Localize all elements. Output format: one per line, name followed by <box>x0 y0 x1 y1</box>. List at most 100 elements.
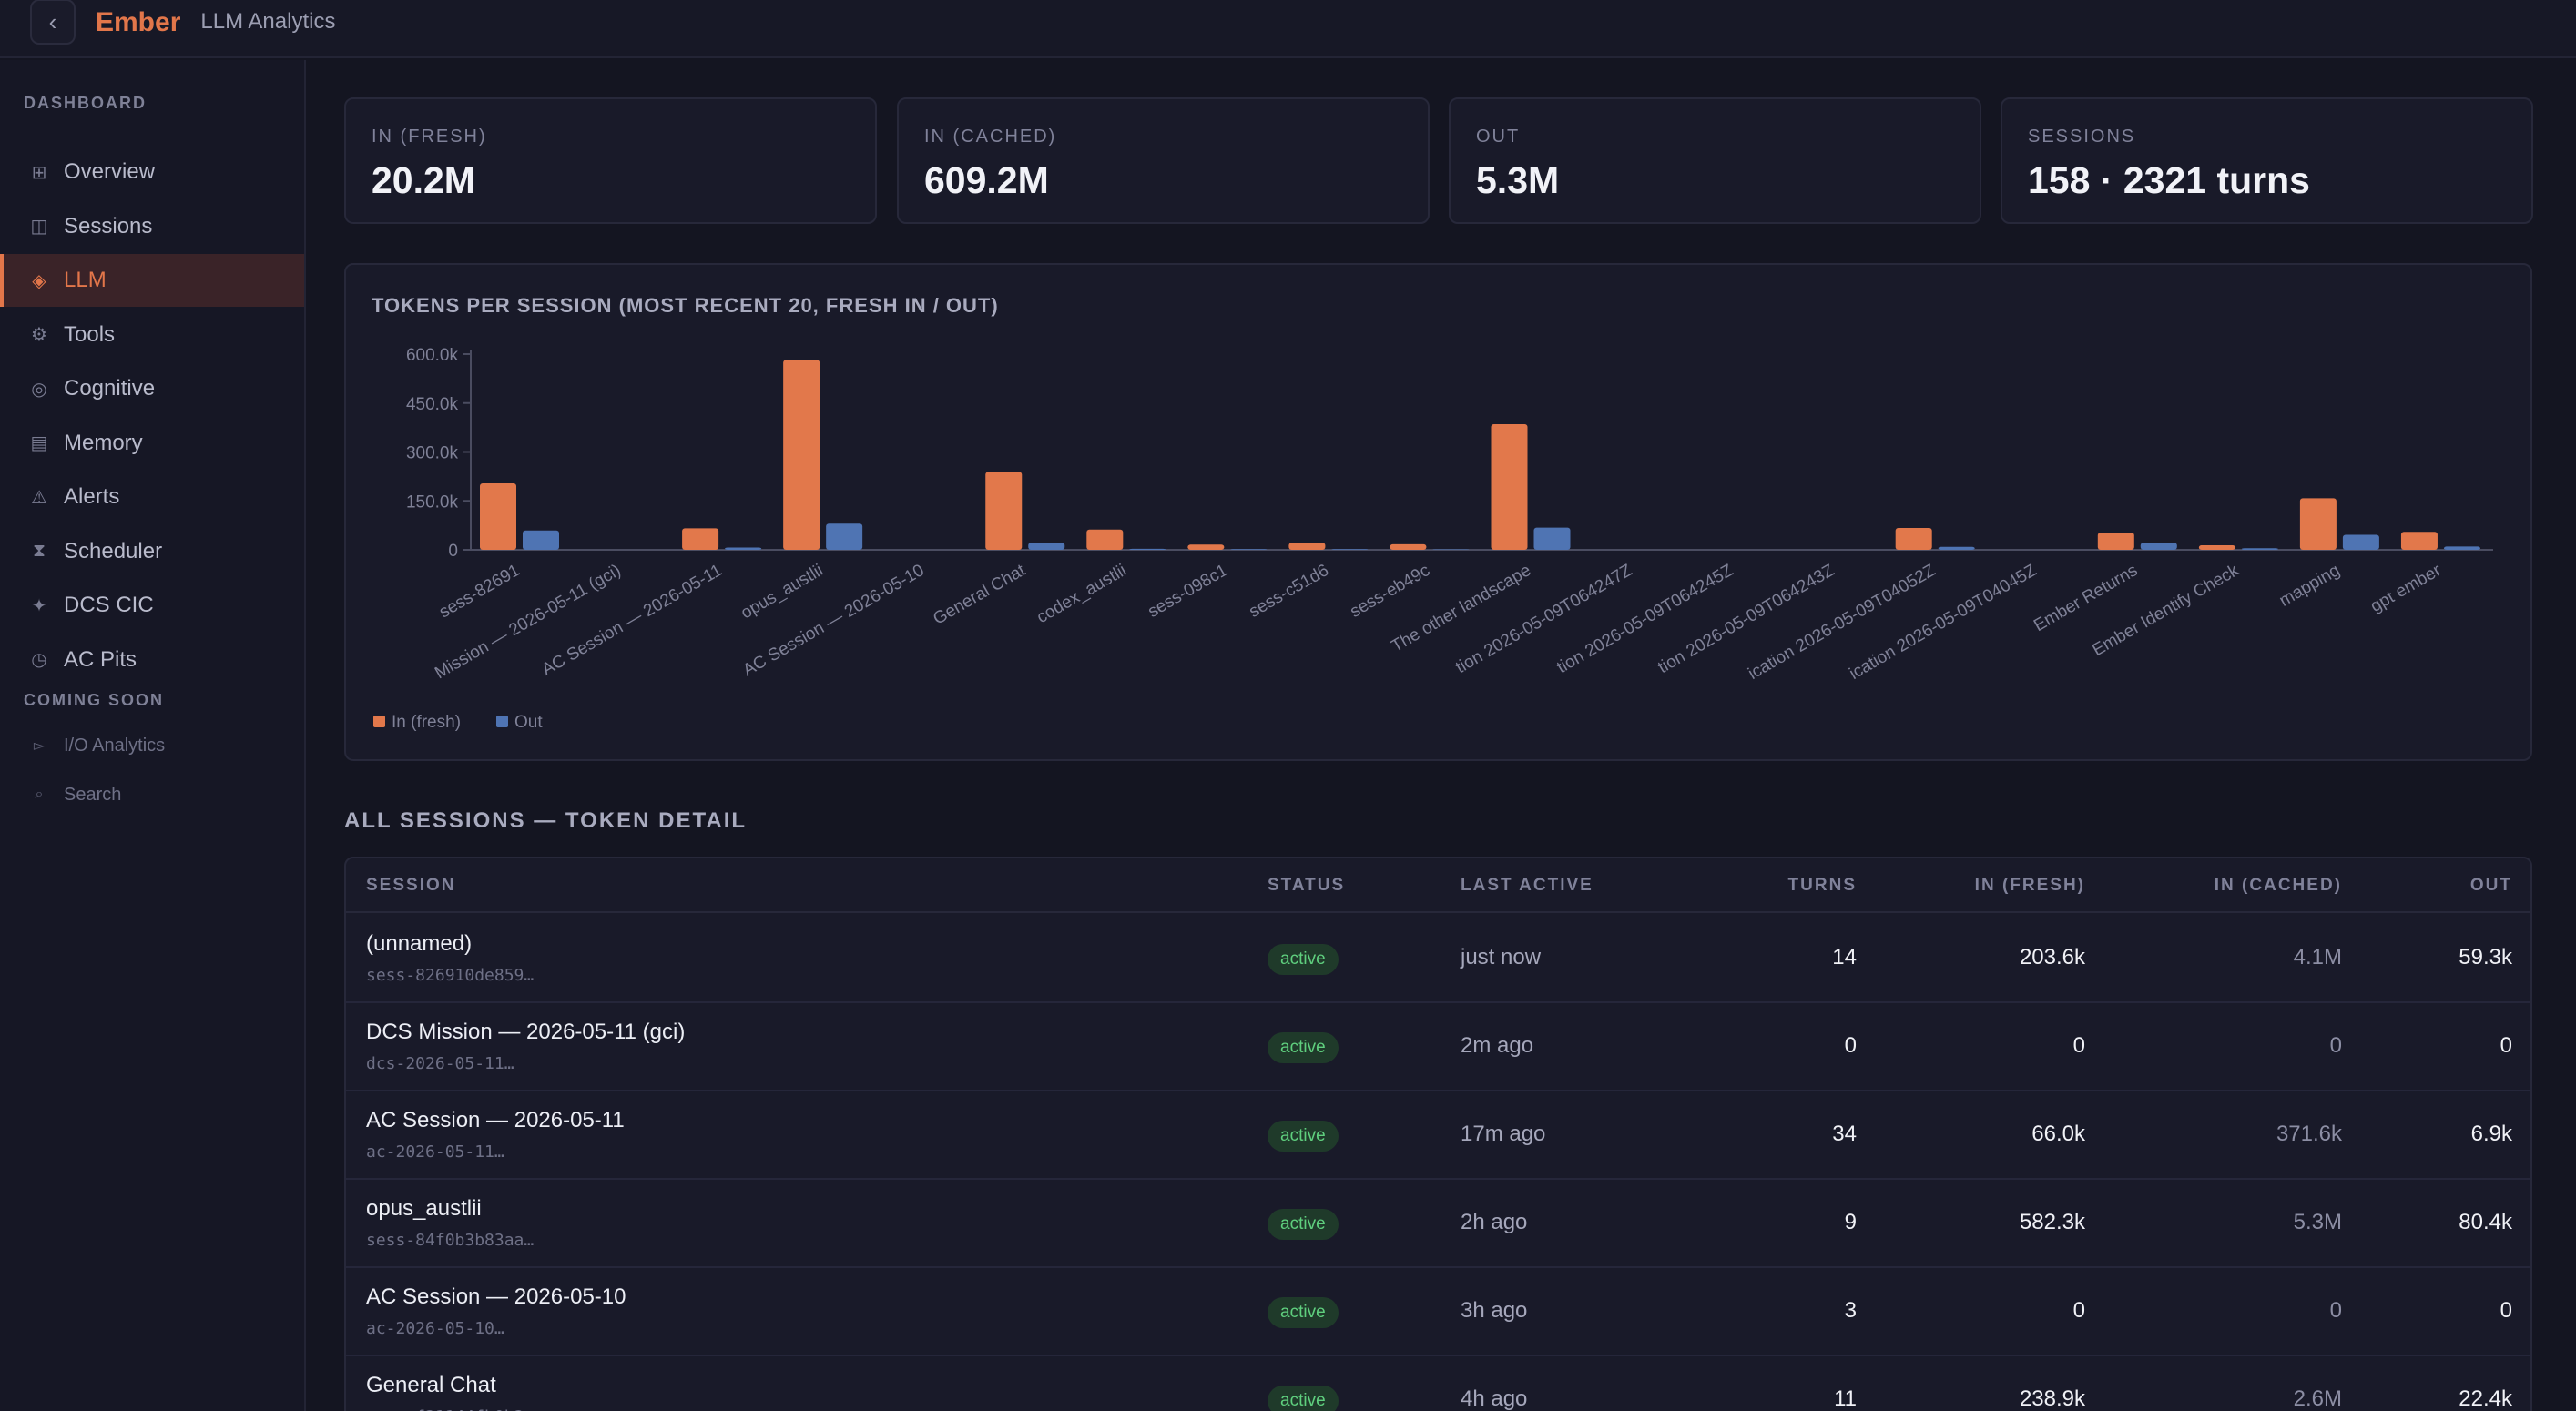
status-badge: active <box>1268 944 1339 975</box>
x-tick-label: sess-098c1 <box>1145 561 1231 622</box>
sidebar-item-label: AC Pits <box>64 646 137 672</box>
session-name[interactable]: DCS Mission — 2026-05-11 (gci) <box>366 1020 686 1044</box>
sidebar-item-memory[interactable]: ▤ Memory <box>0 417 304 470</box>
sidebar-section-dashboard: DASHBOARD <box>24 94 147 112</box>
session-name[interactable]: General Chat <box>366 1373 496 1397</box>
x-tick-label: gpt ember <box>2367 561 2445 616</box>
top-bar: ‹ Ember LLM Analytics <box>0 0 2576 58</box>
sidebar-item-label: Scheduler <box>64 538 163 563</box>
in-cached-value: 371.6k <box>2276 1122 2342 1146</box>
out-value: 0 <box>2500 1298 2512 1323</box>
x-tick-label: tion 2026-05-09T064243Z <box>1655 561 1838 677</box>
session-name[interactable]: AC Session — 2026-05-10 <box>366 1284 626 1309</box>
col-turns[interactable]: TURNS <box>1787 876 1857 895</box>
in-fresh-value: 238.9k <box>2019 1386 2085 1411</box>
brand-logo[interactable]: Ember <box>96 7 181 37</box>
stat-label: SESSIONS <box>2028 127 2136 147</box>
bar-in-fresh <box>1187 544 1225 550</box>
stat-value: 5.3M <box>1476 159 1560 201</box>
star-icon: ✦ <box>31 595 47 616</box>
turns-value: 0 <box>1844 1033 1857 1058</box>
x-tick-label: tion 2026-05-09T064247Z <box>1452 561 1635 677</box>
out-value: 22.4k <box>2459 1386 2512 1411</box>
col-status[interactable]: STATUS <box>1268 876 1346 895</box>
section-title: ALL SESSIONS — TOKEN DETAIL <box>344 808 748 833</box>
chart-canvas: 600.0k 450.0k 300.0k 150.0k 0sess-82691Missi… <box>373 346 2493 732</box>
out-value: 0 <box>2500 1033 2512 1058</box>
sidebar-item-label: Memory <box>64 430 143 455</box>
legend-swatch <box>496 716 508 727</box>
x-tick-label: codex_austlii <box>1033 561 1130 627</box>
sidebar-item-label: DCS CIC <box>64 593 154 617</box>
sidebar-item-sessions[interactable]: ◫ Sessions <box>0 200 304 253</box>
memory-icon: ▤ <box>30 433 48 453</box>
sidebar-item-label: LLM <box>64 268 107 292</box>
status-badge: active <box>1268 1209 1339 1240</box>
turns-value: 34 <box>1832 1122 1857 1146</box>
stat-card-in-fresh: IN (FRESH) 20.2M <box>344 97 877 224</box>
sidebar-item-label: I/O Analytics <box>64 735 166 756</box>
sidebar-item-scheduler[interactable]: ⧗ Scheduler <box>0 525 304 578</box>
stat-label: OUT <box>1476 127 1521 147</box>
session-name[interactable]: (unnamed) <box>366 931 473 956</box>
x-tick-label: ication 2026-05-09T04045Z <box>1847 561 2041 684</box>
bar-in-fresh <box>1086 529 1124 550</box>
stat-card-in-cached: IN (CACHED) 609.2M <box>897 97 1430 224</box>
stat-label: IN (CACHED) <box>924 127 1057 147</box>
table-row[interactable]: DCS Mission — 2026-05-11 (gci) dcs-2026-0… <box>346 1003 2530 1091</box>
stat-value: 20.2M <box>372 159 475 201</box>
y-tick-label: 0 <box>448 542 458 561</box>
session-id: ac-2026-05-10… <box>366 1319 504 1338</box>
bar-out <box>1230 549 1268 550</box>
sidebar-item-ac-pits[interactable]: ◷ AC Pits <box>0 634 304 686</box>
table-row[interactable]: General Chat sess-f21144fb0b2… active 4h ag… <box>346 1356 2530 1411</box>
x-tick-label: tion 2026-05-09T064245Z <box>1553 561 1736 677</box>
col-out[interactable]: OUT <box>2469 876 2512 895</box>
out-value: 80.4k <box>2459 1210 2512 1234</box>
bar-in-fresh <box>1491 424 1528 550</box>
turns-value: 9 <box>1844 1210 1857 1234</box>
bar-in-fresh <box>1895 527 1932 550</box>
table-row[interactable]: opus_austlii sess-84f0b3b83aa… active 2h ag… <box>346 1180 2530 1268</box>
legend-label: Out <box>514 713 543 732</box>
bar-out <box>1331 549 1369 550</box>
table-row[interactable]: AC Session — 2026-05-11 ac-2026-05-11… act… <box>346 1091 2530 1180</box>
in-cached-value: 2.6M <box>2293 1386 2342 1411</box>
sidebar-item-i-o-analytics[interactable]: ▻ I/O Analytics <box>0 719 304 772</box>
status-badge: active <box>1268 1386 1339 1411</box>
in-fresh-value: 0 <box>2072 1033 2085 1058</box>
page-subtitle: LLM Analytics <box>200 9 336 34</box>
out-value: 59.3k <box>2459 945 2512 969</box>
col-in-fresh[interactable]: IN (FRESH) <box>1974 876 2085 895</box>
last-active: 17m ago <box>1461 1122 1546 1146</box>
sidebar-item-overview[interactable]: ⊞ Overview <box>0 146 304 198</box>
sessions-table: SESSION STATUS LAST ACTIVE TURNS IN (FRE… <box>344 857 2532 1411</box>
x-tick-label: sess-82691 <box>436 561 524 622</box>
turns-value: 14 <box>1832 945 1857 969</box>
in-cached-value: 5.3M <box>2293 1210 2342 1234</box>
col-last-active[interactable]: LAST ACTIVE <box>1461 876 1593 895</box>
x-tick-label: General Chat <box>930 561 1029 629</box>
sidebar-item-llm[interactable]: ◈ LLM <box>0 254 304 307</box>
y-tick-label: 600.0k <box>406 346 459 365</box>
sidebar-item-cognitive[interactable]: ◎ Cognitive <box>0 362 304 415</box>
legend-swatch <box>373 716 385 727</box>
back-button[interactable]: ‹ <box>30 0 76 45</box>
sidebar-item-search[interactable]: ⌕ Search <box>0 768 304 821</box>
sidebar-item-tools[interactable]: ⚙ Tools <box>0 309 304 361</box>
session-id: sess-84f0b3b83aa… <box>366 1231 535 1250</box>
session-name[interactable]: opus_austlii <box>366 1196 482 1221</box>
stat-card-out: OUT 5.3M <box>1449 97 1981 224</box>
sidebar-item-dcs-cic[interactable]: ✦ DCS CIC <box>0 579 304 632</box>
col-session[interactable]: SESSION <box>366 876 456 895</box>
last-active: 3h ago <box>1461 1298 1528 1323</box>
x-tick-label: Mission — 2026-05-11 (gci) <box>432 561 624 683</box>
bar-out <box>2140 543 2177 550</box>
sidebar-item-alerts[interactable]: ⚠ Alerts <box>0 471 304 523</box>
session-name[interactable]: AC Session — 2026-05-11 <box>366 1108 625 1132</box>
in-cached-value: 0 <box>2329 1033 2342 1058</box>
col-in-cached[interactable]: IN (CACHED) <box>2214 876 2342 895</box>
table-row[interactable]: AC Session — 2026-05-10 ac-2026-05-10… act… <box>346 1268 2530 1356</box>
bar-in-fresh <box>783 360 820 550</box>
table-row[interactable]: (unnamed) sess-826910de859… active just now… <box>346 915 2530 1003</box>
